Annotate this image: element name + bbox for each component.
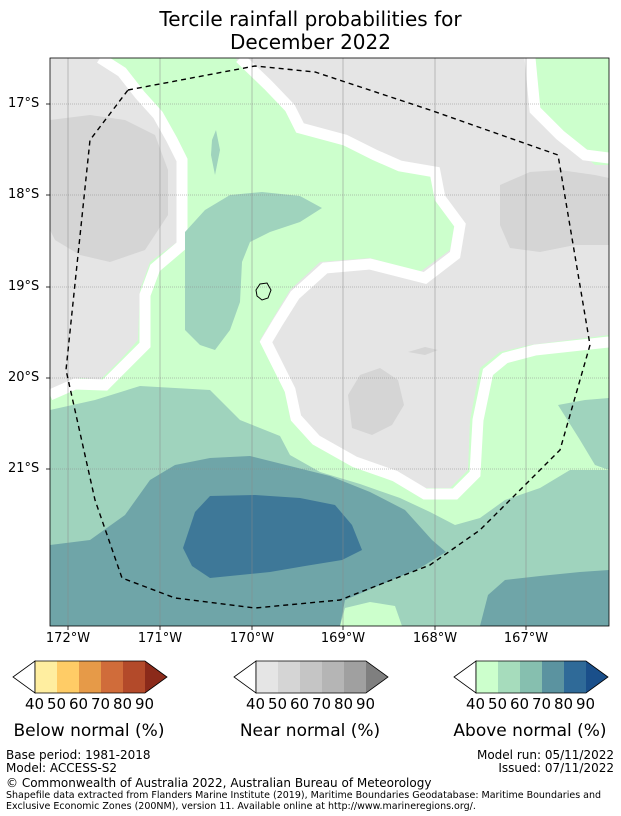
near-50-60-small [408,347,438,355]
lon-label-167w: 167°W [503,631,549,646]
axis-ticks [46,103,527,630]
lon-label-172w: 172°W [45,631,91,646]
lat-label-17s: 17°S [8,96,40,111]
near-50-60-west [50,115,168,262]
lat-label-19s: 19°S [8,279,40,294]
above-60-70-southeast [480,570,609,626]
below-low-arrow [12,660,36,694]
below-swatch-0 [35,661,57,693]
above-high-arrow [586,661,608,693]
boundary-ribbon-right [236,58,609,500]
niue-island [255,282,272,301]
below-tick-60: 60 [69,695,89,713]
above-tick-40: 40 [466,695,486,713]
above-swatch-2 [520,661,542,693]
below-tick-40: 40 [25,695,45,713]
above-tick-50: 50 [488,695,508,713]
above-swatch-3 [542,661,564,693]
below-legend-title: Below normal (%) [13,721,165,741]
shapefile-credit-line-2: Exclusive Economic Zones (200NM), versio… [6,801,476,812]
above-tick-60: 60 [510,695,530,713]
near-tick-50: 50 [268,695,288,713]
below-normal-colorbar [12,660,168,694]
below-tick-70: 70 [91,695,111,713]
below-high-arrow [145,661,167,693]
near-tick-70: 70 [312,695,332,713]
lon-label-169w: 169°W [320,631,366,646]
below-swatch-3 [101,661,123,693]
shapefile-credit: Shapefile data extracted from Flanders M… [6,790,606,812]
copyright-notice: © Commonwealth of Australia 2022, Austra… [6,776,432,790]
above-low-arrow [453,660,477,694]
below-swatch-4 [123,661,145,693]
near-swatch-4 [344,661,366,693]
above-50-60-tongue [185,192,322,350]
above-tick-80: 80 [554,695,574,713]
model-name: Model: ACCESS-S2 [6,761,118,775]
model-run-date: Model run: 05/11/2022 [476,748,614,762]
lat-label-20s: 20°S [8,370,40,385]
base-period: Base period: 1981-2018 [6,748,151,762]
near-swatch-0 [256,661,278,693]
issued-date: Issued: 07/11/2022 [498,761,614,775]
above-swatch-4 [564,661,586,693]
near-high-arrow [366,661,388,693]
near-50-60-center [348,368,404,435]
title-line-2: December 2022 [230,30,391,54]
near-tick-80: 80 [334,695,354,713]
map-title: Tercile rainfall probabilities for Decem… [0,8,621,54]
above-tick-90: 90 [576,695,596,713]
near-legend-title: Near normal (%) [239,721,381,741]
above-40-50-south [340,602,402,626]
lon-label-170w: 170°W [229,631,275,646]
near-swatch-1 [278,661,300,693]
title-line-1: Tercile rainfall probabilities for [159,7,462,31]
map-frame [49,57,610,627]
near-normal-colorbar [233,660,389,694]
boundary-ribbon-left [50,58,188,401]
above-70-80-region [183,495,362,578]
above-normal-colorbar [453,660,609,694]
near-50-60-east [500,170,609,252]
lon-label-168w: 168°W [412,631,458,646]
eez-boundary [65,65,591,609]
near-swatch-2 [300,661,322,693]
model-info: Base period: 1981-2018 Model: ACCESS-S2 [6,749,151,775]
above-legend-title: Above normal (%) [453,721,607,741]
near-low-arrow [233,660,257,694]
shapefile-credit-line-1: Shapefile data extracted from Flanders M… [6,790,602,801]
below-tick-50: 50 [47,695,67,713]
above-50-60-sliver [211,130,220,175]
below-tick-80: 80 [113,695,133,713]
below-swatch-2 [79,661,101,693]
below-tick-90: 90 [135,695,155,713]
boundary-ribbon-top-right [524,58,609,164]
near-tick-40: 40 [246,695,266,713]
lon-label-171w: 171°W [137,631,183,646]
graticule [50,58,609,626]
lat-label-21s: 21°S [8,461,40,476]
below-swatch-1 [57,661,79,693]
above-swatch-1 [498,661,520,693]
above-50-60-east-patch [558,398,609,470]
above-swatch-0 [476,661,498,693]
lat-label-18s: 18°S [8,187,40,202]
near-tick-60: 60 [290,695,310,713]
above-tick-70: 70 [532,695,552,713]
near-tick-90: 90 [356,695,376,713]
run-info: Model run: 05/11/2022 Issued: 07/11/2022 [477,749,614,775]
near-swatch-3 [322,661,344,693]
